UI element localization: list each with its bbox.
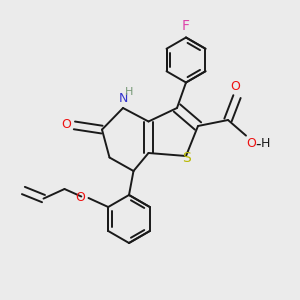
Text: O: O xyxy=(75,190,85,204)
Text: O: O xyxy=(61,118,71,131)
Text: H: H xyxy=(261,137,270,150)
Text: S: S xyxy=(182,151,191,164)
Text: O: O xyxy=(247,137,256,150)
Text: O: O xyxy=(231,80,240,93)
Text: -: - xyxy=(256,136,261,152)
Text: H: H xyxy=(124,87,133,97)
Text: F: F xyxy=(182,19,190,33)
Text: N: N xyxy=(118,92,128,105)
